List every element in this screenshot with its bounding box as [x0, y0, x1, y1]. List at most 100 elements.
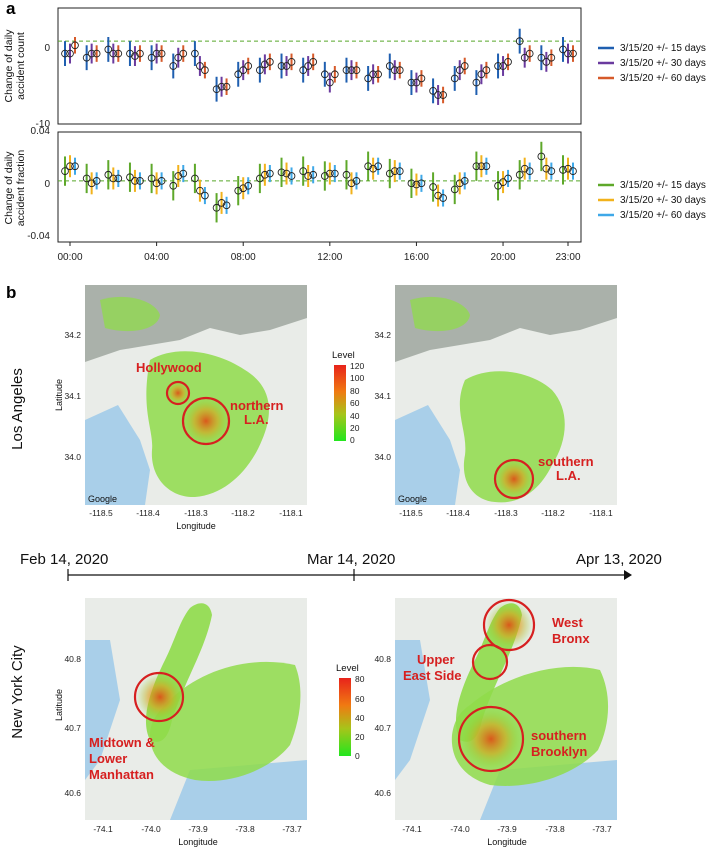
count-point — [66, 49, 74, 58]
nyc-river-west — [85, 640, 120, 780]
fraction-point — [299, 167, 308, 175]
la2-xtick-118.5: -118.5 — [399, 508, 423, 518]
count-point — [71, 41, 79, 50]
count-point — [520, 53, 529, 62]
count-point — [61, 49, 69, 58]
fraction-point — [266, 169, 274, 178]
count-point — [104, 45, 113, 54]
count-point — [434, 91, 442, 99]
fraction-point — [434, 191, 442, 200]
southern-brooklyn-circle — [457, 705, 525, 773]
count-point — [136, 49, 144, 58]
la-xtick-118.3: -118.3 — [184, 508, 208, 518]
fraction-point — [109, 174, 118, 183]
count-point — [537, 53, 546, 62]
count-point — [174, 53, 183, 62]
fraction-point — [282, 169, 291, 178]
fraction-ylabel-line2: accident fraction — [15, 150, 27, 227]
la2-xtick-118.1: -118.1 — [589, 508, 613, 518]
count-point — [309, 58, 318, 66]
legend-count-30: 3/15/20 +/- 30 days — [620, 58, 706, 69]
fraction-point — [407, 179, 416, 188]
annotation-northern-la-line1: northern — [230, 398, 284, 413]
count-point — [407, 78, 416, 87]
fraction-ytick-minus0.04: -0.04 — [27, 231, 50, 242]
xtick-label: 08:00 — [231, 252, 256, 263]
nyc-ytick-40.7: 40.7 — [64, 723, 81, 733]
la-hotspot-southern — [494, 459, 534, 499]
count-point — [196, 62, 204, 70]
southern-la-circle — [493, 458, 535, 500]
hollywood-circle — [165, 380, 191, 406]
count-point — [499, 62, 507, 70]
fraction-point — [499, 178, 507, 186]
count-point — [494, 62, 502, 70]
timeline: Feb 14, 2020 Mar 14, 2020 Apr 13, 2020 — [20, 551, 662, 581]
la-google-mark-after: Google — [398, 494, 427, 504]
la-xtick-118.1: -118.1 — [279, 508, 303, 518]
la-xtick-118.5: -118.5 — [89, 508, 113, 518]
la-map-after-axes: 34.2 34.1 34.0 -118.5 -118.4 -118.3 -118… — [374, 330, 613, 518]
fraction-point — [525, 167, 534, 175]
annotation-midtown-line2: Lower — [89, 751, 127, 766]
count-series-marks — [61, 28, 577, 105]
fraction-point — [439, 194, 447, 202]
la-map-after: southern L.A. Google — [395, 285, 617, 505]
count-point — [87, 49, 96, 58]
count-point — [277, 62, 286, 70]
annotation-upper-east-line1: Upper — [417, 652, 455, 667]
fraction-point — [412, 180, 421, 189]
fraction-point — [261, 170, 269, 179]
fraction-point — [92, 177, 101, 185]
xtick-label: 12:00 — [317, 252, 342, 263]
fraction-point — [114, 174, 123, 183]
count-point — [131, 52, 139, 60]
count-point — [564, 49, 572, 58]
nyc-ytick-40.8: 40.8 — [64, 654, 81, 664]
la-cb-0: 0 — [350, 435, 355, 445]
fraction-point — [82, 174, 91, 183]
annotation-southern-la-line2: L.A. — [556, 468, 581, 483]
fraction-point — [71, 162, 79, 171]
count-point — [157, 49, 166, 58]
count-point — [212, 85, 221, 94]
count-point — [352, 66, 361, 74]
row-label-new-york-city: New York City — [9, 645, 26, 739]
count-point — [482, 66, 491, 74]
annotation-west-bronx-line1: West — [552, 615, 583, 630]
nyc-cb-80: 80 — [355, 674, 365, 684]
count-point — [504, 58, 512, 66]
count-point — [169, 62, 178, 70]
la-cb-100: 100 — [350, 373, 364, 383]
count-point — [364, 74, 372, 83]
fraction-point — [212, 203, 221, 212]
timeline-start-date: Feb 14, 2020 — [20, 551, 108, 568]
count-ylabel-group: Change of daily accident count — [3, 29, 27, 103]
la-cb-60: 60 — [350, 398, 360, 408]
fraction-point — [542, 164, 551, 173]
fraction-xticks: 00:00 04:00 08:00 12:00 16:00 20:00 23:00 — [57, 242, 581, 263]
count-point — [450, 74, 459, 83]
la-cb-80: 80 — [350, 386, 360, 396]
count-point — [325, 78, 334, 87]
la2-xtick-118.4: -118.4 — [446, 508, 470, 518]
fraction-point — [217, 199, 226, 207]
fraction-point — [287, 172, 296, 180]
nyc-map-before-axes: 40.8 40.7 40.6 Latitude -74.1 -74.0 -73.… — [54, 654, 302, 847]
fraction-ytick-0: 0 — [44, 179, 50, 190]
count-point — [287, 58, 296, 66]
fraction-ytick-0.04: 0.04 — [31, 126, 51, 137]
count-plot-frame — [57, 7, 582, 125]
fraction-point — [157, 177, 166, 185]
legend-fraction-15: 3/15/20 +/- 15 days — [620, 180, 706, 191]
la-heat-region-north-after — [410, 296, 470, 332]
count-point — [201, 66, 209, 74]
nyc-cb-0: 0 — [355, 751, 360, 761]
annotation-west-bronx-line2: Bronx — [552, 631, 590, 646]
fraction-point — [87, 179, 96, 188]
la-xtick-118.2: -118.2 — [231, 508, 255, 518]
timeline-arrow-icon — [624, 570, 632, 580]
fraction-point — [342, 170, 351, 179]
fraction-point — [147, 174, 156, 183]
